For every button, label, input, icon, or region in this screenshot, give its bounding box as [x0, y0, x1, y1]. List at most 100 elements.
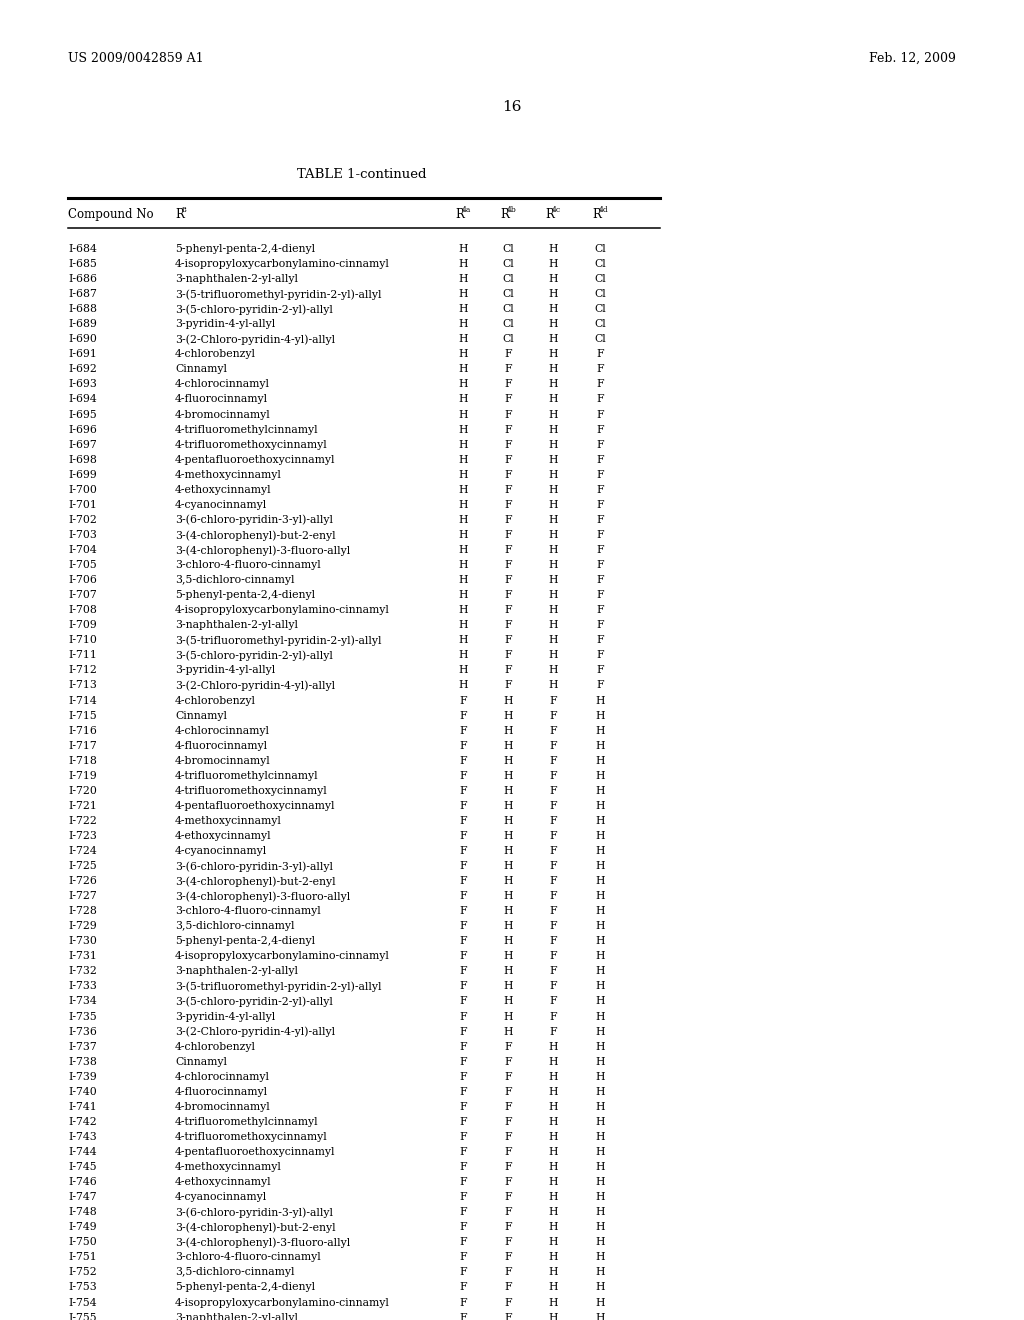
- Text: H: H: [459, 304, 468, 314]
- Text: 4-ethoxycinnamyl: 4-ethoxycinnamyl: [175, 1177, 271, 1187]
- Text: I-722: I-722: [68, 816, 97, 826]
- Text: 3-(5-trifluoromethyl-pyridin-2-yl)-allyl: 3-(5-trifluoromethyl-pyridin-2-yl)-allyl: [175, 982, 382, 993]
- Text: H: H: [548, 409, 558, 420]
- Text: F: F: [596, 500, 604, 510]
- Text: H: H: [548, 454, 558, 465]
- Text: H: H: [459, 560, 468, 570]
- Text: F: F: [549, 1027, 557, 1036]
- Text: F: F: [459, 1312, 467, 1320]
- Text: H: H: [503, 1011, 513, 1022]
- Text: F: F: [504, 454, 512, 465]
- Text: F: F: [596, 409, 604, 420]
- Text: H: H: [595, 861, 605, 871]
- Text: H: H: [548, 470, 558, 479]
- Text: H: H: [595, 696, 605, 705]
- Text: 4b: 4b: [507, 206, 517, 214]
- Text: I-708: I-708: [68, 605, 97, 615]
- Text: H: H: [548, 665, 558, 676]
- Text: 3,5-dichloro-cinnamyl: 3,5-dichloro-cinnamyl: [175, 921, 295, 931]
- Text: H: H: [548, 319, 558, 329]
- Text: H: H: [548, 1162, 558, 1172]
- Text: I-721: I-721: [68, 801, 97, 810]
- Text: F: F: [504, 665, 512, 676]
- Text: I-709: I-709: [68, 620, 96, 630]
- Text: F: F: [459, 1011, 467, 1022]
- Text: H: H: [595, 1072, 605, 1082]
- Text: H: H: [459, 500, 468, 510]
- Text: I-685: I-685: [68, 259, 97, 269]
- Text: F: F: [459, 1237, 467, 1247]
- Text: 4-trifluoromethylcinnamyl: 4-trifluoromethylcinnamyl: [175, 1117, 318, 1127]
- Text: F: F: [504, 1208, 512, 1217]
- Text: I-695: I-695: [68, 409, 96, 420]
- Text: Compound No: Compound No: [68, 209, 154, 220]
- Text: I-736: I-736: [68, 1027, 97, 1036]
- Text: F: F: [459, 1072, 467, 1082]
- Text: H: H: [595, 1267, 605, 1278]
- Text: 8: 8: [182, 206, 186, 214]
- Text: H: H: [548, 1253, 558, 1262]
- Text: H: H: [548, 484, 558, 495]
- Text: I-697: I-697: [68, 440, 96, 450]
- Text: 3,5-dichloro-cinnamyl: 3,5-dichloro-cinnamyl: [175, 576, 295, 585]
- Text: H: H: [548, 529, 558, 540]
- Text: F: F: [549, 952, 557, 961]
- Text: F: F: [549, 876, 557, 886]
- Text: H: H: [548, 1072, 558, 1082]
- Text: F: F: [549, 741, 557, 751]
- Text: 3-naphthalen-2-yl-allyl: 3-naphthalen-2-yl-allyl: [175, 275, 298, 284]
- Text: H: H: [548, 620, 558, 630]
- Text: F: F: [596, 560, 604, 570]
- Text: F: F: [504, 1312, 512, 1320]
- Text: H: H: [595, 1162, 605, 1172]
- Text: H: H: [548, 379, 558, 389]
- Text: H: H: [595, 936, 605, 946]
- Text: I-755: I-755: [68, 1312, 96, 1320]
- Text: F: F: [459, 785, 467, 796]
- Text: H: H: [595, 1312, 605, 1320]
- Text: 3-(5-trifluoromethyl-pyridin-2-yl)-allyl: 3-(5-trifluoromethyl-pyridin-2-yl)-allyl: [175, 289, 382, 300]
- Text: F: F: [459, 891, 467, 902]
- Text: F: F: [459, 771, 467, 780]
- Text: F: F: [459, 1117, 467, 1127]
- Text: H: H: [595, 997, 605, 1006]
- Text: H: H: [548, 395, 558, 404]
- Text: 4-methoxycinnamyl: 4-methoxycinnamyl: [175, 816, 282, 826]
- Text: F: F: [549, 997, 557, 1006]
- Text: H: H: [548, 350, 558, 359]
- Text: F: F: [459, 1057, 467, 1067]
- Text: I-690: I-690: [68, 334, 97, 345]
- Text: H: H: [548, 1312, 558, 1320]
- Text: R: R: [592, 209, 601, 220]
- Text: F: F: [459, 1162, 467, 1172]
- Text: F: F: [596, 395, 604, 404]
- Text: H: H: [548, 304, 558, 314]
- Text: F: F: [459, 1208, 467, 1217]
- Text: H: H: [595, 832, 605, 841]
- Text: I-718: I-718: [68, 755, 97, 766]
- Text: F: F: [549, 1011, 557, 1022]
- Text: H: H: [548, 1102, 558, 1111]
- Text: H: H: [459, 379, 468, 389]
- Text: H: H: [548, 275, 558, 284]
- Text: 4-trifluoromethoxycinnamyl: 4-trifluoromethoxycinnamyl: [175, 785, 328, 796]
- Text: H: H: [503, 785, 513, 796]
- Text: H: H: [503, 741, 513, 751]
- Text: F: F: [596, 651, 604, 660]
- Text: 4-chlorocinnamyl: 4-chlorocinnamyl: [175, 726, 270, 735]
- Text: H: H: [548, 289, 558, 300]
- Text: H: H: [548, 244, 558, 253]
- Text: US 2009/0042859 A1: US 2009/0042859 A1: [68, 51, 204, 65]
- Text: H: H: [595, 785, 605, 796]
- Text: I-707: I-707: [68, 590, 96, 601]
- Text: 4-chlorobenzyl: 4-chlorobenzyl: [175, 350, 256, 359]
- Text: H: H: [595, 1237, 605, 1247]
- Text: F: F: [596, 425, 604, 434]
- Text: H: H: [459, 395, 468, 404]
- Text: 3-naphthalen-2-yl-allyl: 3-naphthalen-2-yl-allyl: [175, 1312, 298, 1320]
- Text: F: F: [549, 907, 557, 916]
- Text: F: F: [459, 846, 467, 855]
- Text: H: H: [459, 590, 468, 601]
- Text: F: F: [459, 1027, 467, 1036]
- Text: H: H: [548, 1041, 558, 1052]
